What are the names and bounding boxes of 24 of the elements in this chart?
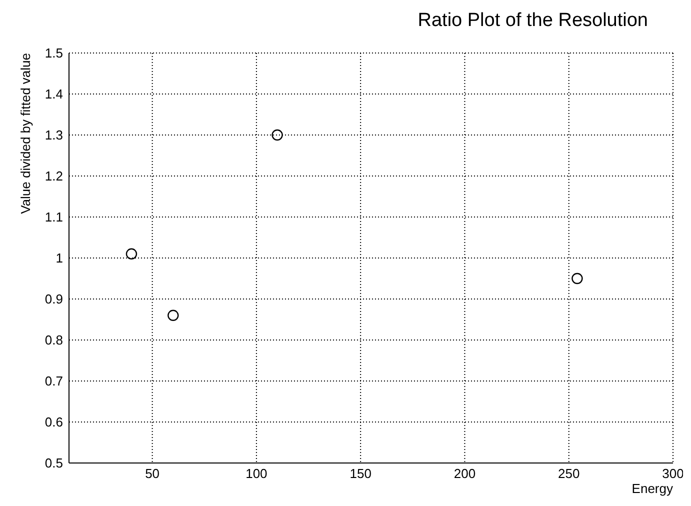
y-axis-title: Value divided by fitted value [18, 53, 33, 214]
chart-title: Ratio Plot of the Resolution [418, 10, 648, 32]
x-tick-label: 250 [558, 466, 580, 482]
point [272, 129, 283, 141]
x-tick-label: 300 [662, 466, 684, 482]
y-tick-label: 1.1 [44, 210, 63, 225]
point [168, 310, 179, 321]
y-tick-label: 0.5 [44, 456, 63, 471]
point [572, 272, 583, 284]
x-tick-label: 50 [145, 466, 160, 482]
x-tick-label: 200 [454, 466, 476, 482]
y-tick-label: 1.3 [44, 128, 63, 143]
y-tick-label: 1.5 [44, 46, 63, 61]
y-tick-label: 1.2 [44, 168, 63, 184]
x-tick-label: 100 [246, 466, 268, 482]
x-axis-title: Energy [632, 481, 674, 496]
y-tick-label: 0.9 [44, 292, 63, 307]
y-tick-label: 1 [56, 250, 63, 266]
y-tick-label: 1.4 [44, 86, 63, 102]
x-tick-label: 150 [350, 466, 372, 482]
y-tick-label: 0.7 [44, 374, 63, 389]
y-tick-label: 0.8 [44, 332, 63, 348]
point [126, 248, 138, 260]
y-tick-label: 0.6 [44, 414, 63, 430]
